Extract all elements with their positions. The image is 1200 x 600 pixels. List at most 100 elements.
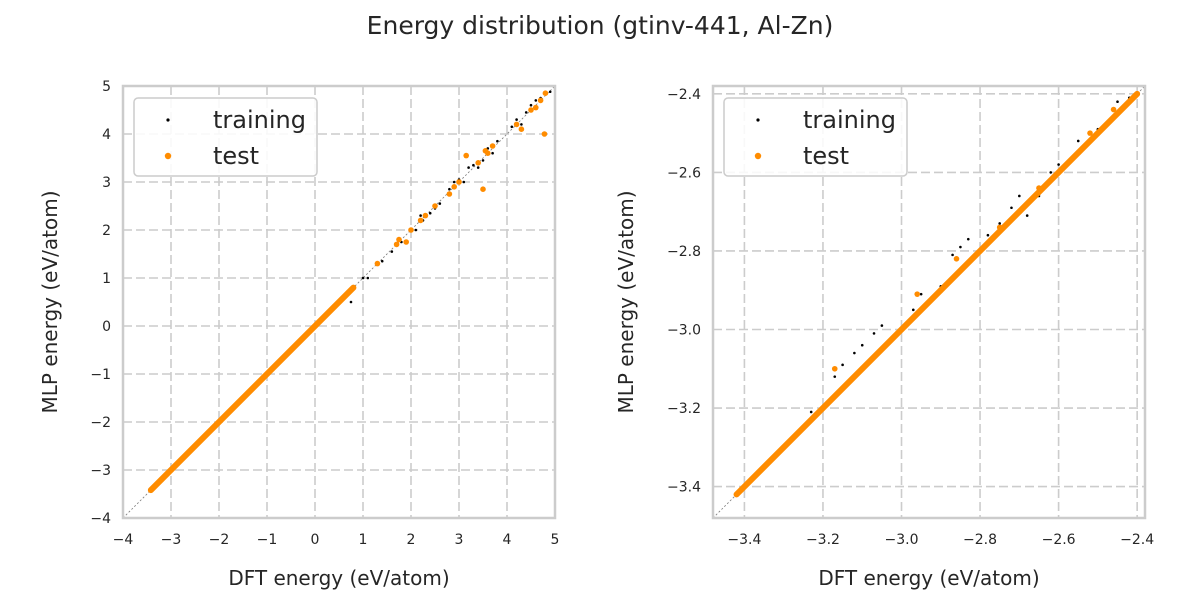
- training-point: [919, 292, 923, 296]
- training-point: [853, 351, 856, 355]
- training-point: [462, 180, 466, 184]
- training-point: [510, 125, 514, 129]
- x-tick-label: −1: [257, 532, 278, 548]
- training-point: [534, 99, 538, 102]
- training-point: [841, 363, 844, 367]
- legend: training test: [723, 97, 908, 177]
- training-point: [1018, 194, 1021, 198]
- test-point: [489, 143, 496, 149]
- x-tick-label: 5: [551, 532, 560, 548]
- training-point: [1076, 139, 1080, 143]
- test-point: [422, 212, 429, 219]
- training-point: [481, 159, 485, 162]
- legend-label-test: test: [803, 142, 849, 170]
- energy-scatter-zoomed: −3.4 −3.2 −3.0 −2.8 −2.6 −2.4 −3.4 −3.2 −3.0 −2.8…: [614, 84, 1154, 590]
- test-point: [1087, 130, 1093, 136]
- training-point: [1116, 100, 1119, 104]
- test-dense-band: [733, 90, 1141, 498]
- test-point: [396, 236, 402, 243]
- test-point: [446, 191, 453, 197]
- training-point: [880, 324, 884, 327]
- training-point: [1010, 206, 1013, 210]
- test-point: [451, 184, 458, 190]
- training-point: [491, 151, 494, 155]
- x-tick-label: −2.8: [963, 532, 997, 548]
- x-tick-label: −3: [161, 532, 182, 548]
- training-point: [366, 276, 370, 280]
- test-point: [480, 186, 486, 192]
- legend-label-training: training: [213, 106, 306, 134]
- test-point: [393, 241, 400, 248]
- test-point: [537, 97, 544, 104]
- x-tick-label: 4: [503, 532, 512, 548]
- test-point: [542, 90, 549, 96]
- x-tick-label: −2.4: [1120, 532, 1154, 548]
- axes-frame: [711, 84, 1147, 520]
- training-point: [911, 308, 915, 312]
- training-point: [380, 259, 384, 263]
- training-point: [472, 163, 475, 167]
- test-point: [417, 217, 424, 224]
- y-tick-label: −2.6: [667, 165, 701, 181]
- y-tick-label: −2: [90, 415, 111, 431]
- test-point: [374, 260, 381, 267]
- y-tick-label: 1: [102, 271, 111, 287]
- x-tick-label: 3: [455, 532, 464, 548]
- training-point: [1025, 214, 1029, 217]
- training-point: [428, 211, 432, 215]
- training-point: [520, 123, 523, 126]
- test-point: [456, 179, 462, 185]
- x-tick-label: −2: [209, 532, 230, 548]
- x-tick-label: −4: [113, 532, 134, 548]
- training-point: [860, 343, 864, 347]
- x-tick-label: −3.2: [806, 532, 840, 548]
- training-point: [833, 375, 837, 378]
- test-point: [533, 104, 539, 111]
- training-point: [414, 228, 418, 232]
- x-axis-label: DFT energy (eV/atom): [818, 566, 1039, 590]
- training-point: [515, 118, 518, 121]
- training-point: [467, 166, 470, 169]
- legend-marker-test: [754, 152, 762, 160]
- legend-label-test: test: [213, 142, 259, 170]
- training-point: [986, 233, 990, 237]
- test-point: [475, 160, 482, 166]
- y-tick-label: −3.2: [667, 401, 701, 417]
- test-point: [528, 107, 534, 113]
- test-point: [513, 121, 520, 128]
- y-tick-label: −4: [90, 511, 111, 527]
- y-tick-label: 4: [102, 127, 111, 143]
- y-tick-label: −1: [90, 367, 111, 383]
- y-tick-label: 3: [102, 175, 111, 191]
- training-point: [872, 332, 876, 335]
- test-point: [1110, 106, 1117, 113]
- test-point: [463, 152, 470, 159]
- legend-label-training: training: [803, 106, 896, 134]
- training-point: [548, 90, 552, 94]
- training-point: [419, 214, 422, 217]
- training-point: [452, 180, 456, 184]
- training-point: [349, 300, 353, 304]
- x-tick-label: 2: [407, 532, 416, 548]
- y-tick-label: 5: [102, 79, 111, 95]
- plot-area: [733, 90, 1141, 498]
- test-point: [403, 239, 410, 245]
- test-point: [831, 365, 838, 372]
- training-point: [390, 250, 394, 253]
- y-tick-label: −2.4: [667, 87, 701, 103]
- training-point: [966, 237, 970, 241]
- x-tick-label: 0: [311, 532, 320, 548]
- training-point: [809, 410, 813, 414]
- training-point: [524, 111, 528, 114]
- figure-title: Energy distribution (gtinv-441, Al-Zn): [367, 11, 834, 40]
- training-point: [476, 166, 480, 169]
- y-tick-label: −3: [90, 463, 111, 479]
- training-point: [529, 103, 533, 107]
- y-tick-label: −3.0: [667, 322, 701, 338]
- axes-frame: [121, 84, 557, 520]
- test-point: [953, 255, 960, 262]
- test-point: [914, 291, 921, 297]
- training-point: [1057, 163, 1060, 166]
- y-tick-label: 0: [102, 319, 111, 335]
- training-point: [361, 276, 365, 280]
